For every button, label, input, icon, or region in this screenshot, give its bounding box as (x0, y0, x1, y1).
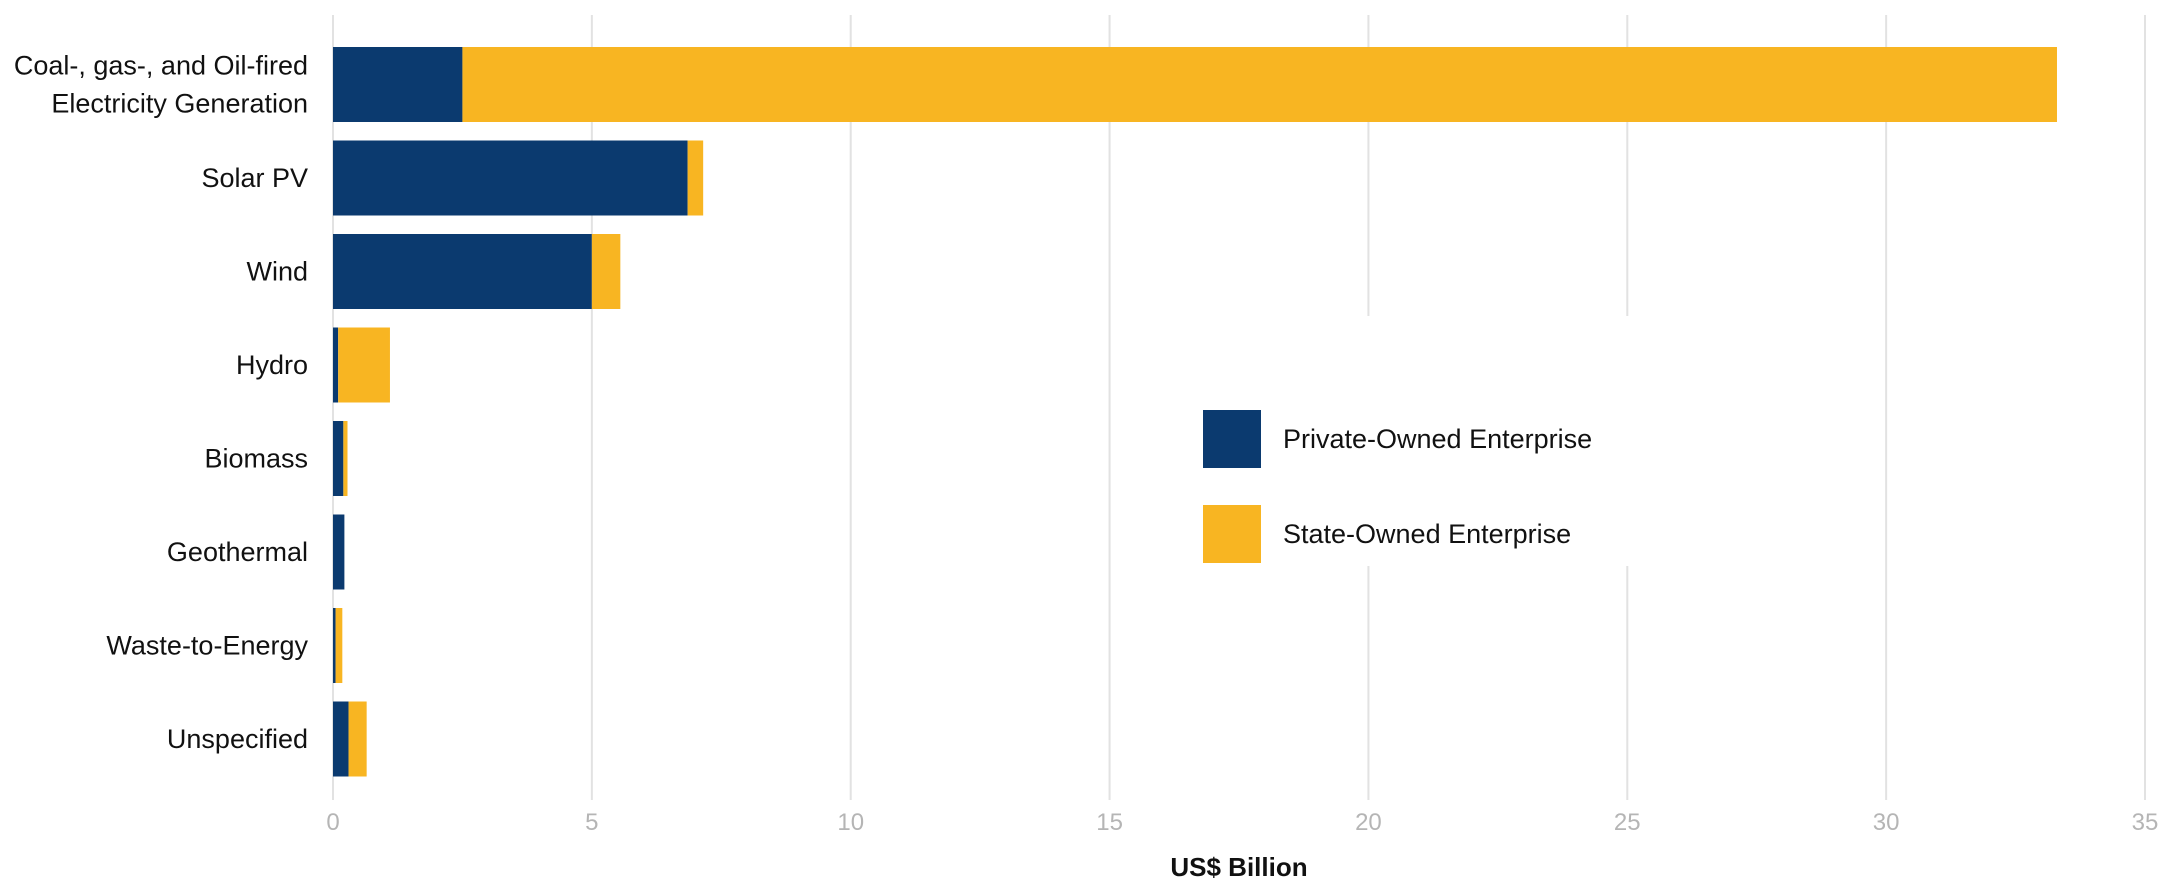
category-label-line: Unspecified (167, 724, 308, 754)
x-tick-label: 30 (1873, 809, 1900, 836)
bar-segment (333, 421, 344, 496)
bar-segment (333, 514, 345, 590)
category-label: Hydro (236, 350, 308, 380)
category-label-line: Biomass (204, 444, 308, 474)
bar-segment (338, 327, 390, 403)
category-label: Geothermal (167, 537, 308, 567)
category-label-line: Hydro (236, 350, 308, 380)
x-tick-label: 10 (837, 809, 864, 836)
category-label-line: Electricity Generation (51, 89, 308, 119)
x-axis-title: US$ Billion (1170, 852, 1307, 882)
bar-segment (335, 608, 343, 683)
x-tick-label: 25 (1614, 809, 1641, 836)
category-label: Waste-to-Energy (106, 631, 308, 661)
category-label: Solar PV (201, 163, 308, 193)
legend: Private-Owned Enterprise State-Owned Ente… (1202, 316, 1702, 566)
legend-label: Private-Owned Enterprise (1283, 424, 1592, 454)
bar-segment (343, 421, 348, 496)
x-tick-label: 5 (585, 809, 598, 836)
bar-segment (591, 234, 621, 309)
legend-label: State-Owned Enterprise (1283, 519, 1571, 549)
category-label-line: Wind (246, 257, 308, 287)
category-label: Biomass (204, 444, 308, 474)
bar-segment (333, 140, 688, 216)
category-label: Unspecified (167, 724, 308, 754)
bar-segment (687, 140, 704, 216)
bar-segment (333, 47, 463, 122)
x-tick-label: 35 (2132, 809, 2159, 836)
bars (333, 47, 2057, 777)
x-tick-label: 20 (1355, 809, 1382, 836)
category-label-line: Waste-to-Energy (106, 631, 308, 661)
x-tick-label: 15 (1096, 809, 1123, 836)
category-label-line: Coal-, gas-, and Oil-fired (14, 51, 308, 81)
category-labels: Coal-, gas-, and Oil-fired Electricity Ge… (14, 51, 309, 755)
bar-segment (333, 327, 339, 403)
legend-background (1202, 316, 1702, 566)
legend-swatch (1203, 505, 1261, 563)
legend-swatch (1203, 410, 1261, 468)
x-tick-labels: 0 5 10 15 20 25 30 35 (326, 809, 2158, 836)
bar-segment (333, 608, 336, 683)
category-label-line: Geothermal (167, 537, 308, 567)
x-tick-label: 0 (326, 809, 339, 836)
category-label: Coal-, gas-, and Oil-fired Electricity Ge… (14, 51, 308, 119)
bar-segment (348, 701, 367, 777)
bar-segment (333, 234, 592, 309)
category-label: Wind (246, 257, 308, 287)
category-label-line: Solar PV (201, 163, 308, 193)
bar-segment (462, 47, 2057, 122)
bar-segment (333, 701, 349, 777)
